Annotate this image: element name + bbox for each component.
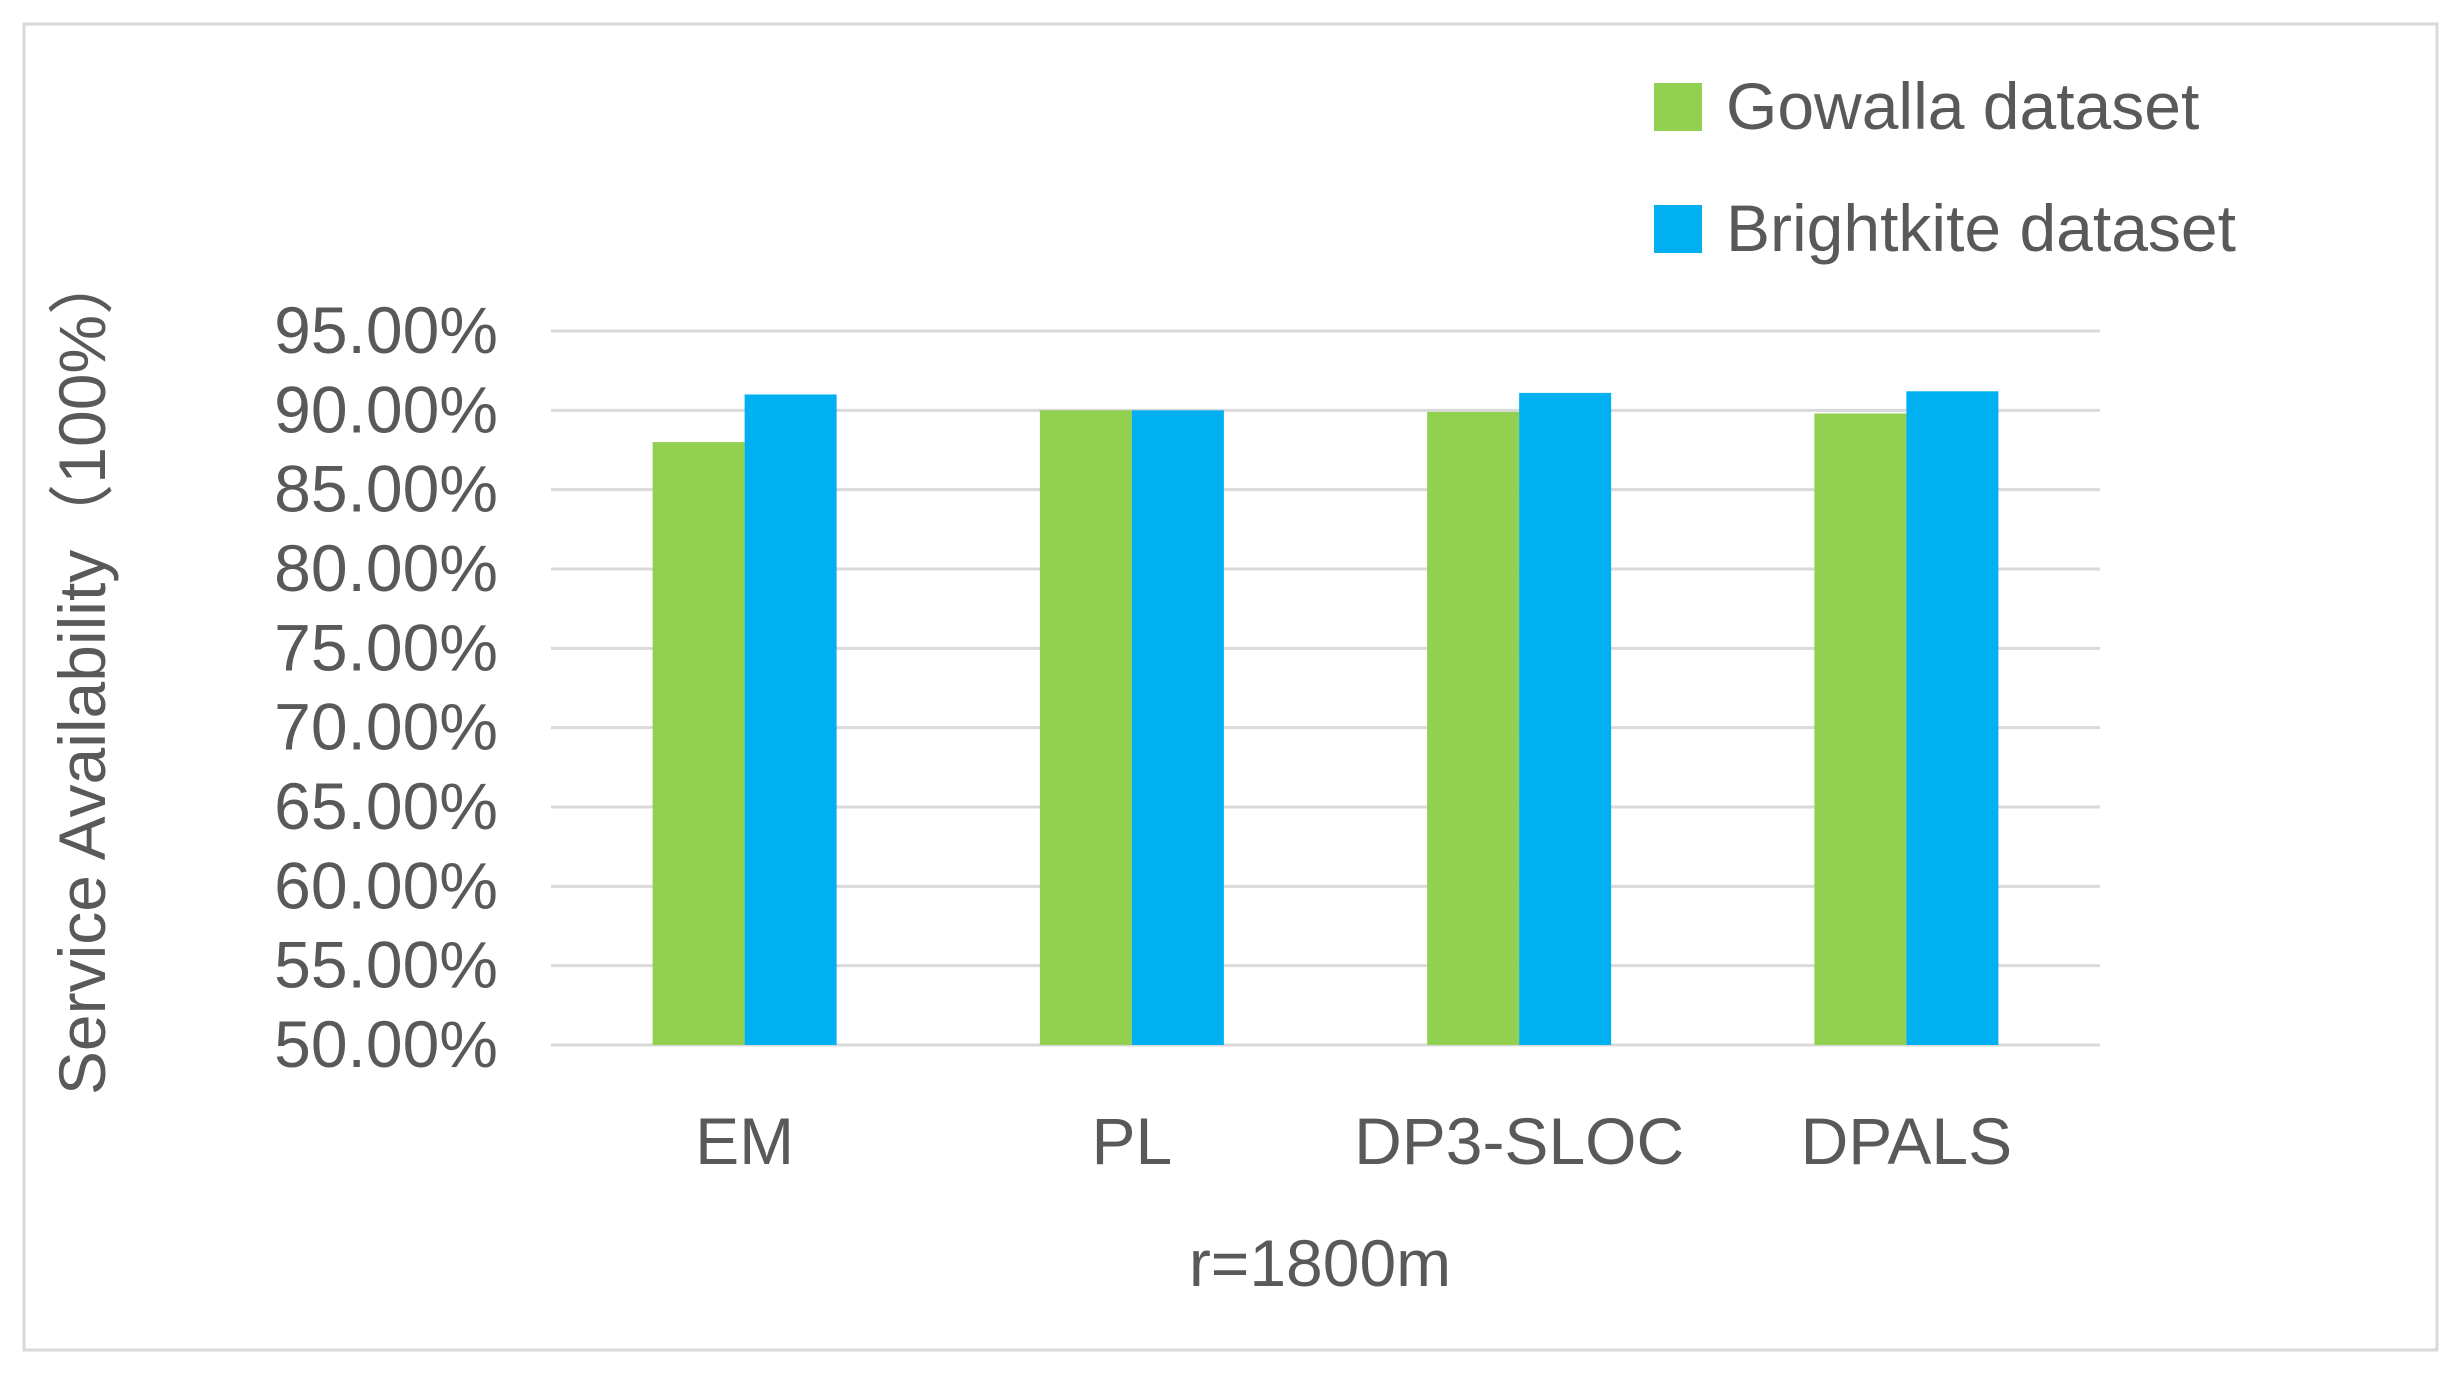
y-tick-label: 75.00% [274,610,498,684]
y-axis-title-group: Service Availability（100%） [45,249,119,1095]
y-tick-label: 70.00% [274,690,498,764]
bar-brightkite-pl [1131,410,1224,1045]
bars [652,391,1999,1046]
bar-brightkite-em [744,394,837,1045]
y-tick-label: 90.00% [274,372,498,446]
y-tick-label: 60.00% [274,848,498,922]
legend-swatch [1654,83,1702,131]
x-tick-label: PL [1092,1104,1173,1178]
y-tick-label: 65.00% [274,769,498,843]
y-tick-labels: 50.00%55.00%60.00%65.00%70.00%75.00%80.0… [274,293,498,1081]
bar-gowalla-dp3-sloc [1427,411,1520,1045]
y-tick-label: 85.00% [274,452,498,526]
bar-gowalla-dpals [1814,413,1907,1045]
x-tick-label: DP3-SLOC [1354,1104,1684,1178]
y-tick-label: 55.00% [274,928,498,1002]
bar-brightkite-dpals [1906,391,1999,1045]
y-axis-title: Service Availability（100%） [45,249,119,1095]
legend-label: Gowalla dataset [1726,69,2199,143]
y-tick-label: 50.00% [274,1007,498,1081]
y-tick-label: 95.00% [274,293,498,367]
x-tick-labels: EM PL DP3-SLOC DPALS [695,1104,2012,1178]
x-tick-label: DPALS [1801,1104,2013,1178]
legend-label: Brightkite dataset [1726,191,2236,265]
x-tick-label: EM [695,1104,794,1178]
legend-swatch [1654,205,1702,253]
bar-gowalla-pl [1039,410,1132,1045]
x-axis-title: r=1800m [1189,1226,1451,1300]
legend: Gowalla dataset Brightkite dataset [1654,69,2236,265]
bar-gowalla-em [652,442,745,1046]
bar-brightkite-dp3-sloc [1519,392,1612,1045]
chart-border [22,22,2439,1352]
y-tick-label: 80.00% [274,531,498,605]
